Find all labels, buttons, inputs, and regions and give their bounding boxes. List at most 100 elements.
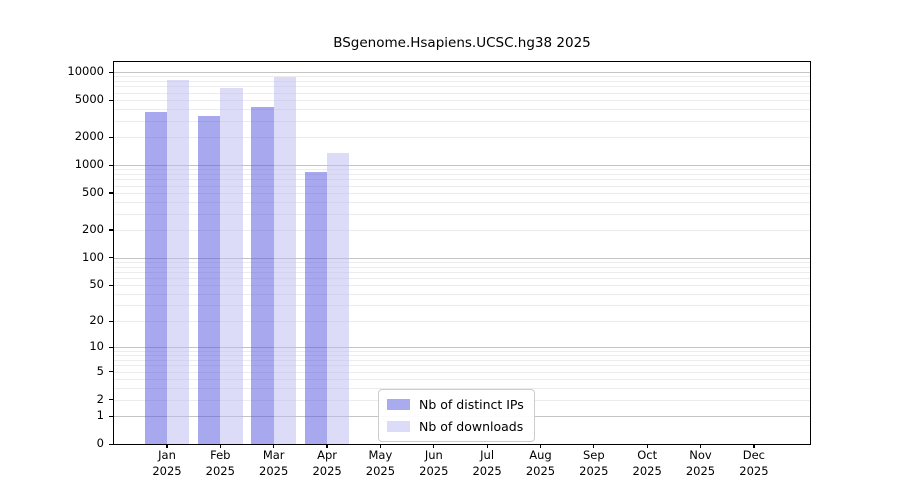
bar-downloads-apr <box>327 152 350 444</box>
y-tick-mark <box>109 371 114 373</box>
x-tick-year: 2025 <box>739 463 769 478</box>
y-tick-label: 0 <box>96 436 104 450</box>
x-tick-mark <box>593 444 595 448</box>
y-tick-mark <box>109 399 114 401</box>
gridline-minor <box>114 174 810 175</box>
gridline-minor <box>114 185 810 187</box>
bar-distinct-ips-mar <box>251 107 274 444</box>
gridline-minor <box>114 321 810 322</box>
y-tick-mark <box>109 164 114 166</box>
y-tick-label: 10 <box>89 339 104 354</box>
x-tick-year: 2025 <box>525 463 556 478</box>
x-tick-mark <box>486 444 488 448</box>
x-tick-month: Oct <box>637 448 658 462</box>
gridline-minor <box>114 192 810 194</box>
gridline-major <box>114 257 810 259</box>
x-tick-label-jan: Jan 2025 <box>135 448 199 479</box>
x-tick-year: 2025 <box>152 463 182 478</box>
y-tick-mark <box>109 284 114 286</box>
x-tick-year: 2025 <box>312 463 342 478</box>
gridline-minor <box>114 86 810 88</box>
x-tick-label-sep: Sep 2025 <box>562 448 626 479</box>
x-tick-year: 2025 <box>685 463 716 478</box>
x-tick-label-apr: Apr 2025 <box>295 448 359 479</box>
gridline-minor <box>114 100 810 101</box>
legend-swatch-downloads-icon <box>387 421 410 432</box>
y-tick-label: 100 <box>82 249 104 264</box>
gridline-minor <box>114 360 810 361</box>
bar-downloads-feb <box>220 88 243 444</box>
x-tick-label-oct: Oct 2025 <box>615 448 679 479</box>
gridline-minor <box>114 201 810 203</box>
x-tick-mark <box>273 444 275 448</box>
x-tick-label-feb: Feb 2025 <box>188 448 252 479</box>
x-tick-year: 2025 <box>419 463 449 478</box>
x-tick-label-jun: Jun 2025 <box>402 448 466 479</box>
y-tick-mark <box>109 192 114 194</box>
bar-distinct-ips-feb <box>198 116 221 444</box>
gridline-minor <box>114 266 810 268</box>
gridline-major <box>114 72 810 73</box>
y-tick-label: 50 <box>89 277 104 292</box>
y-tick-mark <box>109 443 114 445</box>
bar-downloads-mar <box>273 77 296 444</box>
gridline-minor <box>114 388 810 389</box>
x-tick-month: Apr <box>317 448 338 462</box>
y-tick-mark <box>109 415 114 417</box>
y-tick-mark <box>109 136 114 138</box>
y-tick-mark <box>109 320 114 322</box>
legend-row-distinct-ips: Nb of distinct IPs <box>387 396 524 413</box>
gridline-minor <box>114 365 810 367</box>
x-tick-month: Sep <box>582 448 605 462</box>
plot-area: Nb of distinct IPs Nb of downloads <box>113 61 811 445</box>
x-tick-year: 2025 <box>205 463 235 478</box>
x-tick-label-aug: Aug 2025 <box>509 448 573 479</box>
legend-label-distinct-ips: Nb of distinct IPs <box>419 397 524 412</box>
gridline-minor <box>114 379 810 380</box>
x-tick-month: Jun <box>424 448 443 462</box>
x-tick-mark <box>646 444 648 448</box>
x-tick-mark <box>433 444 435 448</box>
x-tick-mark <box>699 444 702 448</box>
gridline-minor <box>114 179 810 181</box>
gridline-minor <box>114 261 810 263</box>
legend: Nb of distinct IPs Nb of downloads <box>378 389 535 442</box>
gridline-minor <box>114 305 810 307</box>
y-tick-label: 20 <box>89 313 104 327</box>
y-tick-mark <box>109 71 114 73</box>
y-tick-label: 10000 <box>67 64 104 78</box>
gridline-minor <box>114 81 810 82</box>
gridline-minor <box>114 294 810 295</box>
y-tick-label: 500 <box>82 184 104 199</box>
gridline-minor <box>114 229 810 231</box>
gridline-minor <box>114 278 810 279</box>
gridline-major <box>114 347 810 349</box>
y-tick-mark <box>109 346 114 348</box>
legend-label-downloads: Nb of downloads <box>419 419 524 434</box>
gridline-major <box>114 165 810 166</box>
legend-swatch-distinct-ips-icon <box>387 399 410 410</box>
y-tick-label: 200 <box>82 221 104 236</box>
x-tick-year: 2025 <box>365 463 396 478</box>
x-tick-label-may: May 2025 <box>348 448 412 479</box>
x-tick-year: 2025 <box>259 463 289 478</box>
y-tick-label: 5000 <box>74 92 104 106</box>
gridline-minor <box>114 137 810 138</box>
x-tick-mark <box>753 444 755 448</box>
x-tick-month: Jul <box>480 448 495 462</box>
bar-distinct-ips-apr <box>304 172 328 444</box>
gridline-minor <box>114 169 810 171</box>
bar-downloads-jan <box>167 80 190 444</box>
x-tick-label-mar: Mar 2025 <box>242 448 306 479</box>
gridline-minor <box>114 213 810 215</box>
x-tick-month: Feb <box>210 448 231 462</box>
x-tick-year: 2025 <box>632 463 662 478</box>
gridline-minor <box>114 76 810 78</box>
gridline-minor <box>114 351 810 352</box>
x-tick-year: 2025 <box>472 463 502 478</box>
x-tick-label-jul: Jul 2025 <box>455 448 519 479</box>
x-tick-month: Dec <box>742 448 766 462</box>
x-tick-mark <box>539 444 542 448</box>
x-tick-month: Aug <box>529 448 552 462</box>
